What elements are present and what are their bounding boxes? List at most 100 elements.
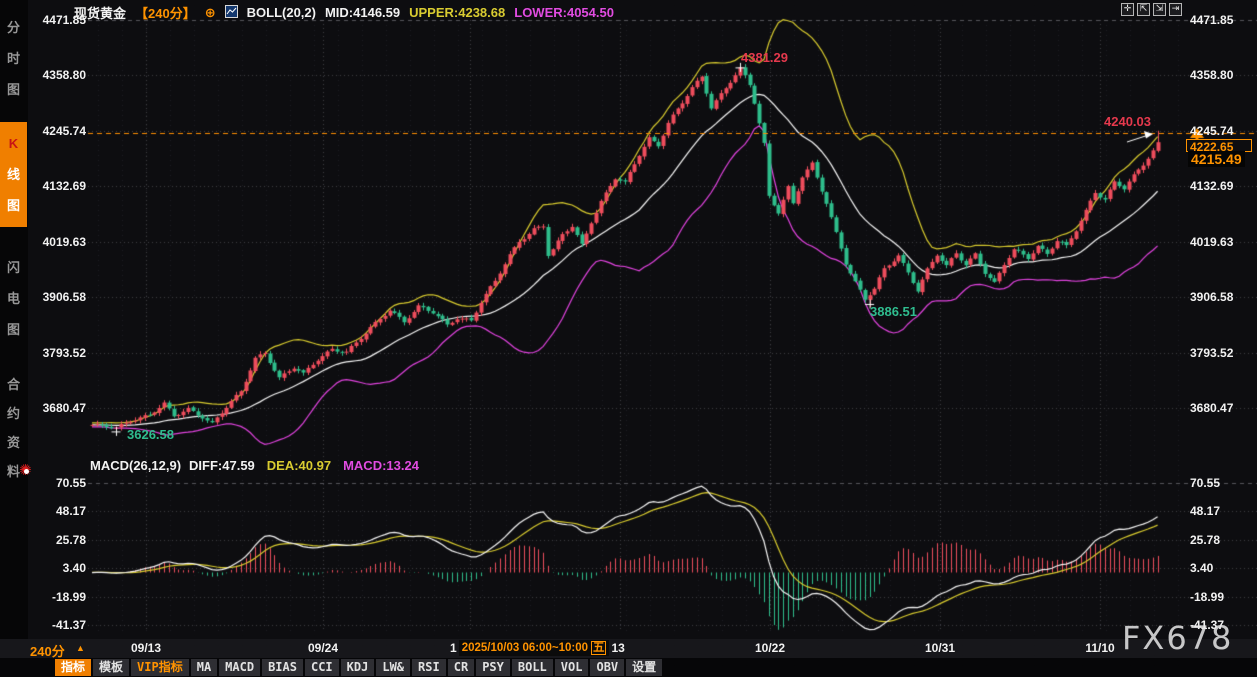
price-axis-label-left: 4132.69 [42, 179, 86, 194]
macd-axis-label-left: -41.37 [51, 618, 86, 632]
sidebar-item-3[interactable]: 合约资料 [0, 364, 27, 492]
toolbar-button-14[interactable]: OBV [590, 659, 625, 676]
toolbar-button-3[interactable]: MA [190, 659, 218, 676]
sidebar-item-char: 合 [6, 377, 20, 392]
macd-name: MACD(26,12,9) [90, 458, 182, 473]
chart-tool-icon-3[interactable]: ⇥ [1169, 3, 1182, 16]
toolbar-button-5[interactable]: BIAS [262, 659, 303, 676]
toolbar-button-12[interactable]: BOLL [511, 659, 553, 676]
sidebar-item-0[interactable]: 分时图 [0, 6, 27, 111]
boll-mid-value: MID:4146.59 [324, 5, 401, 20]
chart-header: 现货黄金 【240分】 ⊕ BOLL(20,2) MID:4146.59 UPP… [74, 3, 614, 22]
toolbar-button-10[interactable]: CR [447, 659, 475, 676]
price-axis-label-right: 4471.85 [1190, 13, 1234, 27]
macd-dea-value: DEA:40.97 [266, 458, 332, 473]
macd-axis-label-left: -18.99 [51, 589, 86, 604]
date-fragment-right: 13 [611, 641, 625, 655]
price-axis-label-left: 4471.85 [42, 13, 86, 27]
macd-axis-label-left: 3.40 [62, 561, 86, 576]
toolbar-button-13[interactable]: VOL [554, 659, 589, 676]
date-label: 10/31 [924, 641, 956, 655]
chart-tool-icon-1[interactable]: ⇱ [1137, 3, 1150, 16]
price-axis-label-left: 4358.80 [42, 68, 86, 83]
toolbar-button-7[interactable]: KDJ [340, 659, 375, 676]
sidebar-item-char: 图 [6, 82, 20, 97]
crosshair-datetime: 2025/10/03 06:00~10:00 [461, 642, 588, 654]
time-axis: 240分 ▲ 09/13 09/24 10/22 10/31 11/10 1 2025/… [0, 639, 1257, 659]
sidebar-item-char: 料 [6, 464, 20, 479]
sidebar-item-char: 约 [6, 406, 20, 421]
macd-axis-label-right: -18.99 [1190, 589, 1225, 604]
price-axis-label-right: 4358.80 [1190, 68, 1234, 83]
price-axis-label-left: 4019.63 [42, 234, 86, 249]
sidebar-item-char: 电 [6, 291, 20, 306]
price-axis-label-right: 3793.52 [1190, 345, 1234, 360]
toolbar-button-1[interactable]: 模板 [93, 659, 130, 676]
toolbar-button-6[interactable]: CCI [304, 659, 339, 676]
link-icon[interactable]: ⊕ [204, 4, 216, 20]
macd-axis-label-right: -41.37 [1190, 618, 1225, 632]
date-label: 11/10 [1085, 641, 1115, 655]
sidebar-item-1[interactable]: K 线图 [0, 122, 27, 227]
sidebar-item-2[interactable]: 闪电图 [0, 246, 27, 351]
macd-axis-label-right: 25.78 [1190, 532, 1221, 547]
toolbar-button-2[interactable]: VIP指标 [131, 659, 189, 676]
high-price-marker: 4381.29 [741, 50, 788, 65]
macd-axis-label-right: 48.17 [1190, 504, 1221, 519]
timeframe-label[interactable]: 240分 [30, 644, 65, 659]
sidebar-item-char: 分 [6, 20, 20, 35]
chart-tool-icon-0[interactable]: ✛ [1121, 3, 1134, 16]
price-axis-label-right: 4132.69 [1190, 179, 1234, 194]
last-price-marker: 4240.03 [1104, 114, 1151, 129]
sidebar-item-char: 线 [6, 167, 20, 182]
crosshair-date-readout: 1 2025/10/03 06:00~10:00 五 13 [450, 640, 625, 656]
macd-axis-label-left: 48.17 [55, 504, 86, 519]
date-label: 09/13 [130, 641, 162, 655]
price-axis-label-right: 4245.74 [1190, 123, 1234, 138]
price-axis-label-left: 4245.74 [42, 123, 86, 138]
chart-tool-icon-2[interactable]: ⇲ [1153, 3, 1166, 16]
sidebar-item-char: 图 [6, 198, 20, 213]
price-axis-label-left: 3793.52 [42, 345, 86, 360]
toolbar-button-11[interactable]: PSY [476, 659, 510, 676]
toolbar-button-8[interactable]: LW& [376, 659, 411, 676]
sidebar-item-char: 图 [6, 322, 20, 337]
macd-axis-label-left: 25.78 [55, 532, 86, 547]
macd-axis-label-right: 3.40 [1190, 561, 1214, 576]
symbol-name: 现货黄金 [74, 6, 127, 21]
date-fragment-left: 1 [450, 641, 457, 655]
sidebar-item-char: 资 [6, 435, 20, 450]
toolbar-button-4[interactable]: MACD [219, 659, 261, 676]
price-axis-label-left: 3680.47 [42, 401, 86, 415]
mid-low-price-marker: 3886.51 [870, 304, 917, 319]
macd-axis-label-right: 70.55 [1190, 476, 1221, 490]
price-axis-label-left: 3906.58 [42, 290, 86, 305]
toolbar-button-0[interactable]: 指标 [55, 659, 92, 676]
secondary-price-tag: 4215.49 [1188, 151, 1245, 167]
timeframe-arrow-icon[interactable]: ▲ [76, 643, 85, 653]
sidebar-item-char: 闪 [6, 260, 20, 275]
boll-upper-value: UPPER:4238.68 [409, 5, 506, 20]
live-indicator-icon: ✺ [19, 463, 35, 479]
period-label[interactable]: 【240分】 [135, 6, 196, 21]
date-label: 09/24 [307, 641, 339, 655]
price-axis-label-right: 3906.58 [1190, 290, 1234, 305]
sidebar-item-char: 时 [6, 51, 20, 66]
macd-axis-label-left: 70.55 [55, 476, 86, 490]
toolbar-button-9[interactable]: RSI [412, 659, 446, 676]
boll-lower-value: LOWER:4054.50 [514, 5, 614, 20]
indicator-toolbar: 指标 模板 VIP指标 MA MACD BIAS CCI KDJ LW& RSI CR PSY BOLL… [0, 658, 1257, 677]
start-low-price-marker: 3626.58 [127, 427, 174, 442]
toolbar-button-15[interactable]: 设置 [626, 659, 663, 676]
date-label: 10/22 [754, 641, 786, 655]
chart-window-icons: ✛ ⇱ ⇲ ⇥ [1121, 3, 1182, 16]
macd-header: MACD(26,12,9) DIFF:47.59 DEA:40.97 MACD:… [90, 458, 419, 473]
macd-diff-value: DIFF:47.59 [189, 458, 255, 473]
boll-label: BOLL(20,2) [246, 5, 316, 20]
sidebar-item-char: K [8, 136, 19, 151]
watermark: FX678 [1122, 619, 1234, 657]
kline-icon [224, 4, 238, 21]
